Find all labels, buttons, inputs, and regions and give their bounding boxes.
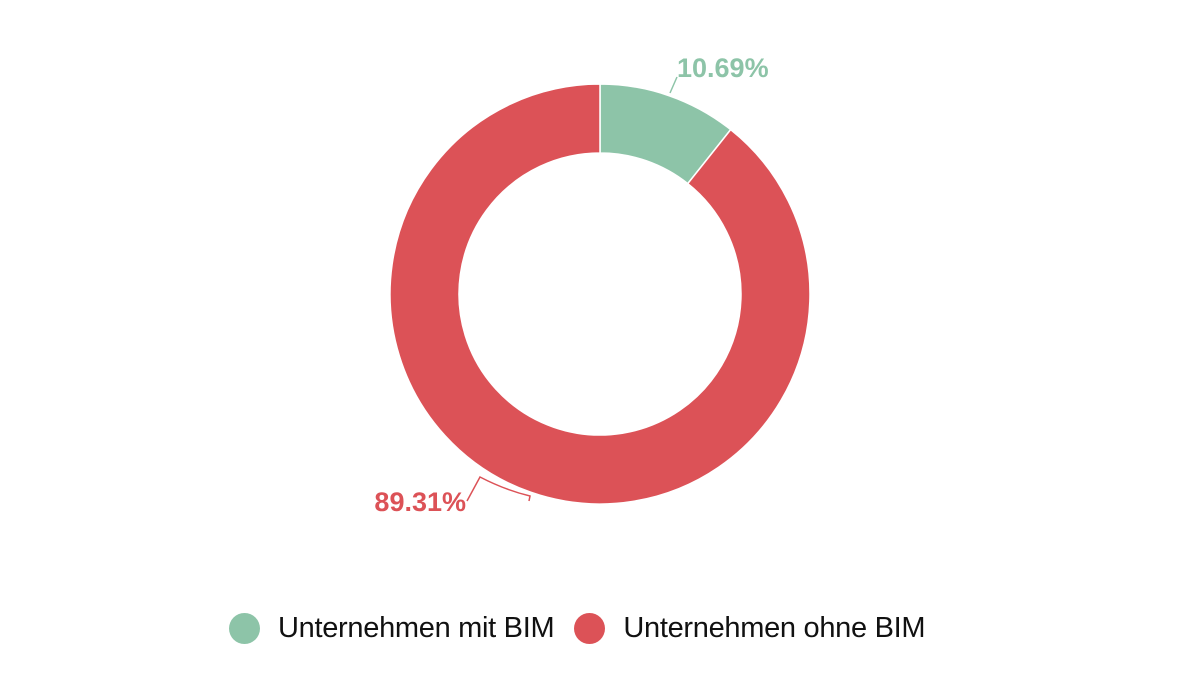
- legend-label: Unternehmen mit BIM: [278, 611, 555, 644]
- data-label-mit-bim: 10.69%: [677, 53, 769, 83]
- legend: Unternehmen mit BIM Unternehmen ohne BIM: [229, 609, 945, 647]
- legend-label: Unternehmen ohne BIM: [623, 611, 926, 644]
- data-label-ohne-bim: 89.31%: [374, 487, 466, 517]
- donut-chart: 10.69% 89.31%: [374, 53, 811, 517]
- leader-line-ohne-bim: [466, 475, 531, 502]
- legend-item-ohne-bim[interactable]: Unternehmen ohne BIM: [574, 611, 926, 645]
- leader-line-mit-bim: [669, 76, 678, 94]
- legend-marker-icon: [574, 612, 606, 644]
- donut-slice-ohne-bim[interactable]: [389, 83, 811, 505]
- legend-marker-icon: [229, 612, 260, 644]
- legend-item-mit-bim[interactable]: Unternehmen mit BIM: [229, 611, 555, 645]
